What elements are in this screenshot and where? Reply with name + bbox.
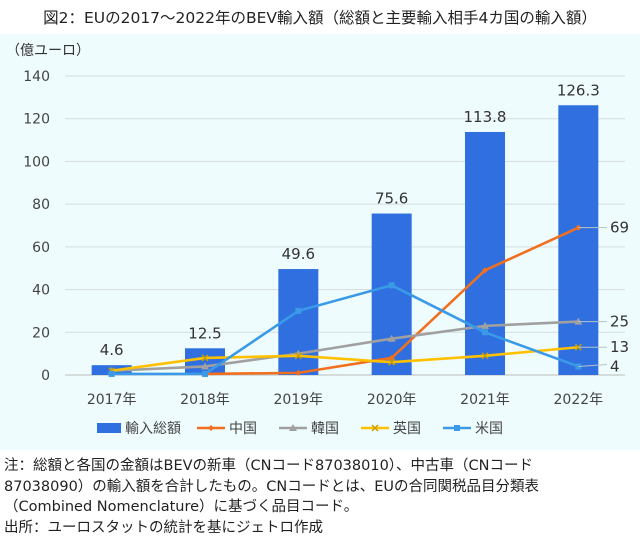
y-axis-unit-label: （億ユーロ） xyxy=(6,43,90,59)
line-韓国 xyxy=(111,320,579,373)
x-tick-label: 2020年 xyxy=(367,392,417,408)
chart-panel xyxy=(0,34,640,450)
point-marker xyxy=(108,370,115,377)
end-value-label: 13 xyxy=(610,338,629,356)
point-marker xyxy=(388,282,395,289)
bar-value-label: 12.5 xyxy=(188,324,221,342)
legend-label: 米国 xyxy=(475,421,503,437)
bar-value-label: 49.6 xyxy=(282,245,315,263)
bar-value-label: 113.8 xyxy=(464,108,507,126)
y-tick-label: 40 xyxy=(32,283,50,299)
note-line: 注：総額と各国の金額はBEVの新車（CNコード87038010）、中古車（CNコ… xyxy=(4,458,534,474)
legend-label: 輸入総額 xyxy=(125,421,181,437)
y-tick-label: 0 xyxy=(41,368,50,384)
line-英国 xyxy=(111,345,579,373)
x-tick-label: 2021年 xyxy=(460,392,510,408)
bar-value-label: 126.3 xyxy=(557,81,600,99)
point-marker xyxy=(388,358,396,366)
legend-label: 韓国 xyxy=(311,421,339,437)
point-marker xyxy=(574,343,582,351)
note-line: （Combined Nomenclature）に基づく品目コード。 xyxy=(4,499,359,515)
point-marker xyxy=(201,354,209,362)
end-value-label: 4 xyxy=(610,357,620,375)
bar-value-label: 75.6 xyxy=(375,190,408,208)
point-marker xyxy=(388,354,395,361)
point-marker xyxy=(294,352,302,360)
legend-label: 中国 xyxy=(229,421,257,437)
y-tick-label: 140 xyxy=(23,69,50,85)
point-marker xyxy=(201,362,209,370)
point-marker xyxy=(481,321,489,329)
leader-line xyxy=(578,363,608,367)
x-tick-label: 2018年 xyxy=(180,392,230,408)
legend-swatch xyxy=(97,423,121,433)
legend-label: 英国 xyxy=(393,420,421,437)
x-tick-label: 2019年 xyxy=(274,392,324,408)
bar xyxy=(185,348,225,375)
bar xyxy=(278,269,319,375)
line-米国 xyxy=(111,283,579,376)
y-tick-label: 60 xyxy=(32,240,50,256)
chart-title: 図2：EUの2017～2022年のBEV輸入額（総額と主要輸入相手4カ国の輸入額… xyxy=(43,9,597,27)
y-tick-label: 100 xyxy=(23,154,50,170)
y-tick-label: 120 xyxy=(23,112,50,128)
point-marker xyxy=(295,369,302,376)
y-tick-label: 80 xyxy=(32,197,50,213)
end-value-label: 25 xyxy=(610,313,629,331)
point-marker xyxy=(387,334,396,342)
x-tick-label: 2017年 xyxy=(87,392,137,408)
y-tick-label: 20 xyxy=(32,325,50,341)
point-marker xyxy=(482,329,488,336)
x-tick-label: 2022年 xyxy=(554,392,604,408)
point-marker xyxy=(482,267,488,274)
point-marker xyxy=(208,425,214,431)
notes: 注：総額と各国の金額はBEVの新車（CNコード87038010）、中古車（CNコ… xyxy=(4,456,539,538)
point-marker xyxy=(289,424,297,431)
end-value-label: 69 xyxy=(610,219,629,237)
bar xyxy=(371,213,412,375)
point-marker xyxy=(481,352,489,360)
point-marker xyxy=(454,425,460,431)
point-marker xyxy=(371,424,379,432)
source-line: 出所：ユーロスタットの統計を基にジェトロ作成 xyxy=(4,519,323,536)
point-marker xyxy=(295,307,302,314)
point-marker xyxy=(202,370,208,377)
chart: 0 20 40 60 80 100 120 140 2017年 2018年 2019年 2020年 20… xyxy=(23,69,629,437)
bar xyxy=(558,105,599,376)
note-line: 87038090）の輸入額を合計したもの。CNコードとは、EUの合同関税品目分類… xyxy=(4,478,540,495)
bar-value-label: 4.6 xyxy=(100,341,124,359)
